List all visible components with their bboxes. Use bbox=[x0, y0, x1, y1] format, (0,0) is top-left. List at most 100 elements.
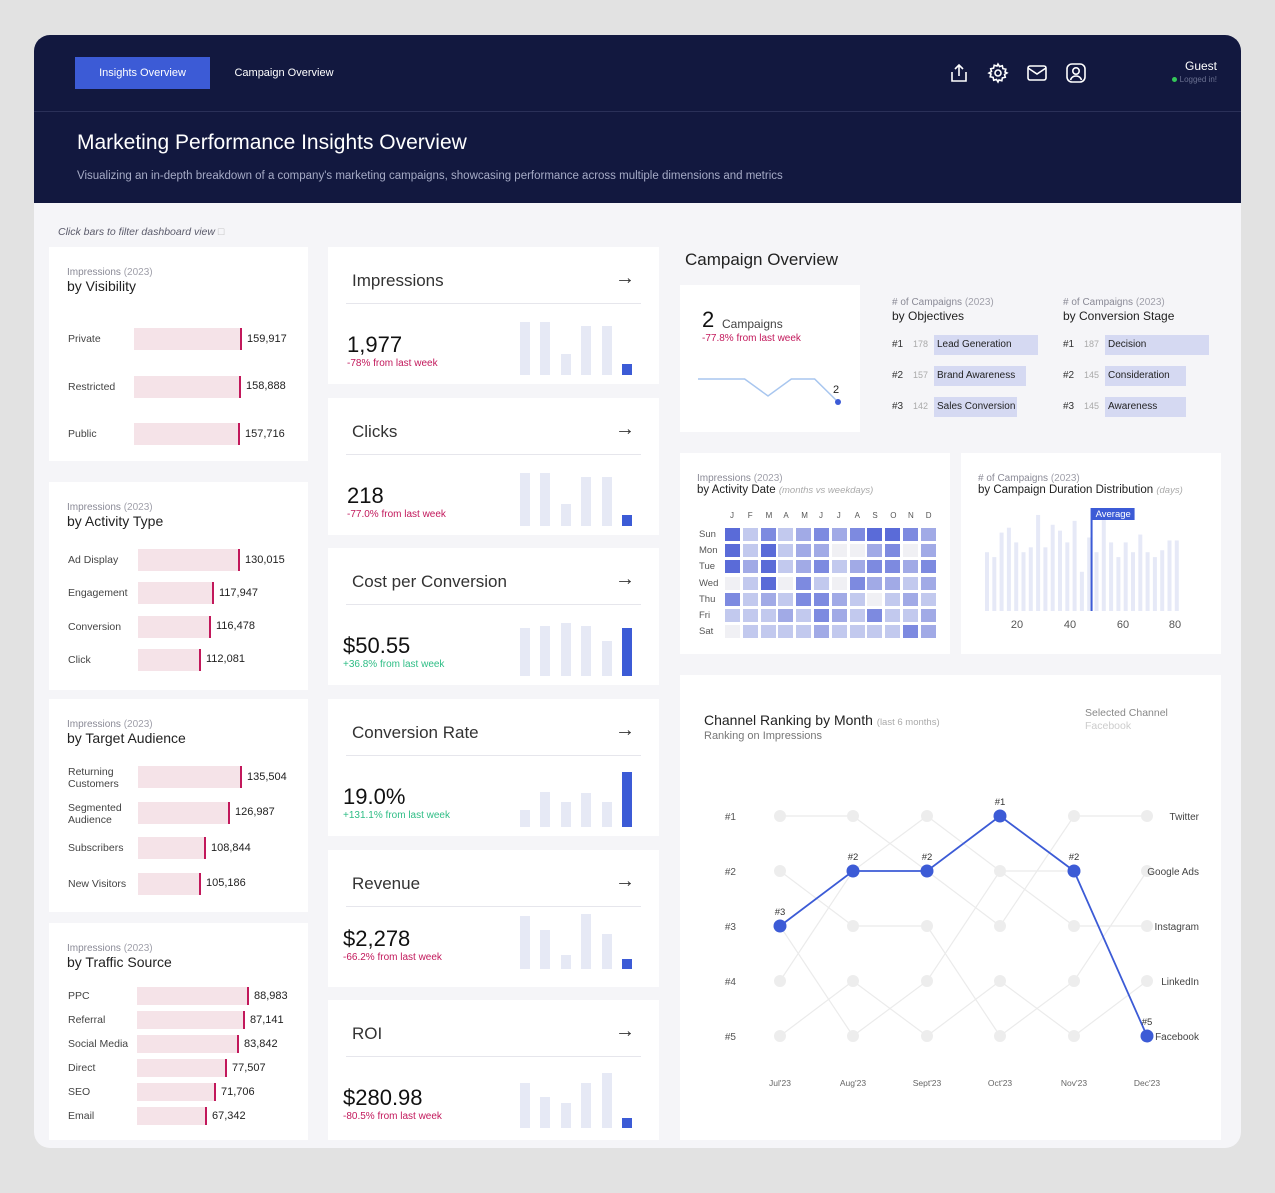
heatmap-cell[interactable] bbox=[741, 543, 759, 559]
heatmap-cell[interactable] bbox=[741, 559, 759, 575]
heatmap-cell[interactable] bbox=[919, 527, 937, 542]
rank-point[interactable] bbox=[1068, 810, 1080, 822]
bar[interactable] bbox=[137, 987, 249, 1005]
heatmap-cell[interactable] bbox=[902, 608, 919, 623]
heatmap-cell[interactable] bbox=[813, 559, 830, 575]
bar-row[interactable]: Conversion 116,478 bbox=[49, 615, 308, 638]
heatmap-cell[interactable] bbox=[813, 575, 830, 591]
heatmap-cell[interactable] bbox=[724, 527, 741, 542]
bar-row[interactable]: Subscribers 108,844 bbox=[49, 837, 308, 859]
heatmap-cell[interactable] bbox=[724, 575, 741, 591]
kpi-card-conversion-rate[interactable]: Conversion Rate → 19.0% +131.1% from last w… bbox=[328, 699, 659, 836]
heatmap-cell[interactable] bbox=[759, 543, 777, 559]
heatmap-cell[interactable] bbox=[741, 608, 759, 623]
heatmap-cell[interactable] bbox=[830, 591, 848, 607]
heatmap-cell[interactable] bbox=[866, 591, 884, 607]
arrow-right-icon[interactable]: → bbox=[615, 1020, 635, 1042]
rank-point[interactable] bbox=[774, 1030, 786, 1042]
duration-bar[interactable] bbox=[999, 532, 1004, 611]
heatmap-cell[interactable] bbox=[759, 575, 777, 591]
arrow-right-icon[interactable]: → bbox=[615, 267, 635, 289]
channel-label[interactable]: Instagram bbox=[1155, 922, 1199, 933]
kpi-card-roi[interactable]: ROI → $280.98 -80.5% from last week bbox=[328, 1000, 659, 1140]
ranking-row[interactable]: #1 178 Lead Generation bbox=[892, 335, 1052, 355]
duration-bar[interactable] bbox=[1101, 517, 1106, 611]
heatmap-cell[interactable] bbox=[759, 559, 777, 575]
duration-bar[interactable] bbox=[1043, 547, 1048, 611]
heatmap-cell[interactable] bbox=[902, 559, 919, 575]
mail-icon[interactable] bbox=[1026, 62, 1048, 84]
bar-row[interactable]: Restricted 158,888 bbox=[49, 375, 308, 398]
rank-point[interactable] bbox=[1141, 920, 1153, 932]
heatmap-cell[interactable] bbox=[795, 543, 813, 559]
rank-pill[interactable]: Consideration bbox=[1105, 366, 1186, 386]
heatmap-cell[interactable] bbox=[919, 543, 937, 559]
duration-chart[interactable]: Average 20 40 60 80 bbox=[961, 453, 1221, 654]
heatmap-cell[interactable] bbox=[919, 575, 937, 591]
kpi-card-revenue[interactable]: Revenue → $2,278 -66.2% from last week bbox=[328, 850, 659, 987]
heatmap-cell[interactable] bbox=[884, 543, 902, 559]
heatmap-cell[interactable] bbox=[884, 591, 902, 607]
selected-rank-point[interactable] bbox=[846, 864, 860, 878]
selected-rank-point[interactable] bbox=[920, 864, 934, 878]
duration-bar[interactable] bbox=[1058, 530, 1062, 611]
heatmap-cell[interactable] bbox=[777, 575, 795, 591]
bar[interactable] bbox=[137, 1083, 216, 1101]
duration-bar[interactable] bbox=[1014, 542, 1019, 611]
duration-bar[interactable] bbox=[1123, 542, 1128, 611]
heatmap-cell[interactable] bbox=[759, 527, 777, 542]
rank-pill[interactable]: Brand Awareness bbox=[934, 366, 1026, 386]
arrow-right-icon[interactable]: → bbox=[615, 719, 635, 741]
heatmap-cell[interactable] bbox=[741, 575, 759, 591]
heatmap-cell[interactable] bbox=[830, 559, 848, 575]
heatmap-cell[interactable] bbox=[866, 543, 884, 559]
duration-bar[interactable] bbox=[1021, 552, 1026, 611]
heatmap-cell[interactable] bbox=[848, 608, 866, 623]
heatmap-cell[interactable] bbox=[741, 527, 759, 542]
heatmap-cell[interactable] bbox=[777, 559, 795, 575]
bar[interactable] bbox=[137, 1011, 245, 1029]
duration-bar[interactable] bbox=[1160, 550, 1165, 611]
ranking-chart[interactable]: #1 #2 #3 #4 #5 Jul'23 Aug'23 Sept'23 Oct'23 Nov'2… bbox=[680, 675, 1221, 1140]
heatmap-cell[interactable] bbox=[795, 575, 813, 591]
heatmap-cell[interactable] bbox=[759, 624, 777, 640]
bar-row[interactable]: Ad Display 130,015 bbox=[49, 549, 308, 571]
heatmap-cell[interactable] bbox=[830, 575, 848, 591]
bar[interactable] bbox=[138, 766, 242, 788]
heatmap-cell[interactable] bbox=[813, 591, 830, 607]
heatmap-cell[interactable] bbox=[777, 608, 795, 623]
heatmap-cell[interactable] bbox=[919, 608, 937, 623]
rank-point[interactable] bbox=[774, 810, 786, 822]
rank-point[interactable] bbox=[1068, 920, 1080, 932]
bar-row[interactable]: New Visitors 105,186 bbox=[49, 872, 308, 895]
ranking-row[interactable]: #1 187 Decision bbox=[1063, 335, 1223, 355]
rank-pill[interactable]: Decision bbox=[1105, 335, 1209, 355]
ranking-row[interactable]: #2 157 Brand Awareness bbox=[892, 366, 1052, 386]
heatmap-cell[interactable] bbox=[795, 608, 813, 623]
duration-bar[interactable] bbox=[1028, 547, 1033, 611]
bar-row[interactable]: Segmented Audience 126,987 bbox=[49, 801, 308, 826]
bar-row[interactable]: PPC 88,983 bbox=[49, 987, 308, 1005]
bar[interactable] bbox=[134, 328, 242, 350]
heatmap-cell[interactable] bbox=[795, 527, 813, 542]
kpi-card-impressions[interactable]: Impressions → 1,977 -78% from last week bbox=[328, 247, 659, 384]
heatmap-cell[interactable] bbox=[848, 575, 866, 591]
duration-bar[interactable] bbox=[1079, 571, 1084, 611]
rank-point[interactable] bbox=[847, 810, 859, 822]
duration-bar[interactable] bbox=[1109, 542, 1114, 611]
bar-row[interactable]: Click 112,081 bbox=[49, 648, 308, 671]
rank-point[interactable] bbox=[994, 975, 1006, 987]
bar[interactable] bbox=[137, 1035, 239, 1053]
heatmap-cell[interactable] bbox=[777, 543, 795, 559]
heatmap-cell[interactable] bbox=[777, 624, 795, 640]
duration-bar[interactable] bbox=[1116, 557, 1121, 611]
heatmap-cell[interactable] bbox=[902, 575, 919, 591]
heatmap-cell[interactable] bbox=[741, 591, 759, 607]
rank-point[interactable] bbox=[994, 920, 1006, 932]
heatmap-cell[interactable] bbox=[830, 608, 848, 623]
duration-bar[interactable] bbox=[1174, 540, 1179, 611]
gear-icon[interactable] bbox=[987, 62, 1009, 84]
rank-point[interactable] bbox=[1068, 1030, 1080, 1042]
bar-row[interactable]: Social Media 83,842 bbox=[49, 1035, 308, 1053]
rank-point[interactable] bbox=[774, 975, 786, 987]
